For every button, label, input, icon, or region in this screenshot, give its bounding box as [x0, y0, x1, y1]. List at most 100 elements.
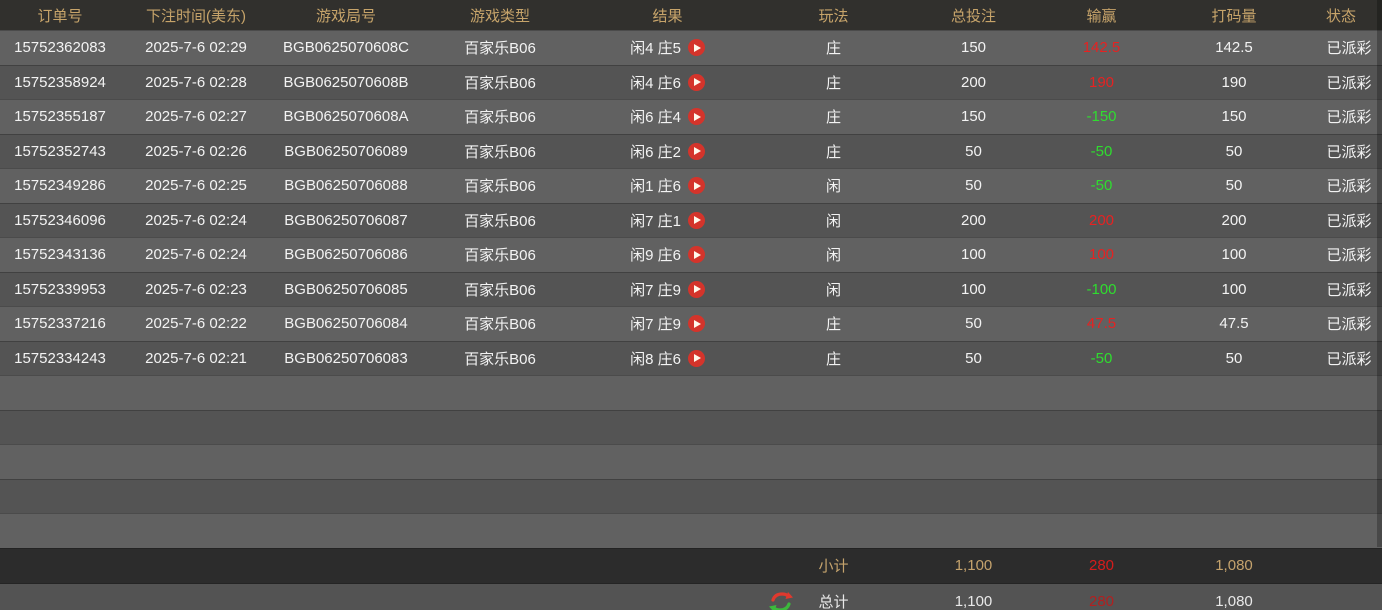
table-row: 15752358924 2025-7-6 02:28 BGB0625070608… — [0, 64, 1382, 99]
cell-order-id: 15752349286 — [14, 177, 106, 195]
result-text: 闲7 庄9 — [630, 281, 681, 299]
column-header-bet-time: 下注时间(美东) — [146, 7, 246, 25]
cell-game-type: 百家乐B06 — [464, 281, 536, 299]
cell-turnover: 150 — [1221, 108, 1247, 126]
cell-play-type: 闲 — [825, 247, 841, 265]
total-total-bet: 1,100 — [954, 593, 993, 610]
cell-bet-time: 2025-7-6 02:28 — [145, 73, 247, 91]
cell-bet-time: 2025-7-6 02:29 — [145, 39, 247, 57]
cell-turnover: 142.5 — [1215, 39, 1253, 57]
cell-order-id: 15752337216 — [14, 315, 106, 333]
refresh-icon[interactable] — [769, 591, 793, 610]
table-row: 15752339953 2025-7-6 02:23 BGB0625070608… — [0, 271, 1382, 306]
column-header-game-type: 游戏类型 — [469, 7, 530, 25]
cell-win-loss: 47.5 — [1086, 315, 1117, 333]
cell-order-id: 15752346096 — [14, 211, 106, 229]
cell-game-type: 百家乐B06 — [464, 316, 536, 334]
cell-turnover: 100 — [1221, 280, 1247, 298]
table-row: 15752334243 2025-7-6 02:21 BGB0625070608… — [0, 340, 1382, 375]
total-label-cell: 总计 — [755, 591, 912, 610]
play-icon[interactable] — [687, 39, 705, 57]
cell-total-bet: 100 — [960, 246, 987, 264]
cell-turnover: 50 — [1225, 177, 1243, 195]
result-text: 闲4 庄6 — [630, 74, 681, 92]
table-row: 15752355187 2025-7-6 02:27 BGB0625070608… — [0, 99, 1382, 134]
cell-status: 已派彩 — [1326, 143, 1372, 161]
table-row: 15752346096 2025-7-6 02:24 BGB0625070608… — [0, 202, 1382, 237]
cell-total-bet: 200 — [960, 211, 987, 229]
cell-status: 已派彩 — [1326, 247, 1372, 265]
cell-status: 已派彩 — [1326, 281, 1372, 299]
cell-play-type: 庄 — [825, 40, 841, 58]
cell-round-id: BGB06250706088 — [284, 177, 408, 195]
cell-result: 闲7 庄1 — [580, 210, 755, 231]
cell-order-id: 15752352743 — [14, 142, 106, 160]
cell-win-loss: 142.5 — [1082, 39, 1121, 57]
cell-turnover: 47.5 — [1219, 315, 1249, 333]
cell-game-type: 百家乐B06 — [464, 74, 536, 92]
cell-play-type: 闲 — [825, 212, 841, 230]
cell-result: 闲7 庄9 — [580, 279, 755, 300]
play-icon[interactable] — [687, 349, 705, 367]
cell-status: 已派彩 — [1326, 178, 1372, 196]
cell-play-type: 庄 — [825, 350, 841, 368]
cell-round-id: BGB06250706085 — [284, 280, 408, 298]
empty-row — [0, 375, 1382, 410]
subtotal-label: 小计 — [818, 558, 849, 575]
column-header-total-bet: 总投注 — [950, 7, 996, 25]
cell-play-type: 闲 — [825, 281, 841, 299]
subtotal-win-loss: 280 — [1088, 557, 1115, 574]
cell-bet-time: 2025-7-6 02:22 — [145, 315, 247, 333]
scrollbar-track[interactable] — [1377, 0, 1382, 547]
cell-order-id: 15752358924 — [14, 73, 106, 91]
cell-bet-time: 2025-7-6 02:24 — [145, 246, 247, 264]
play-icon[interactable] — [687, 73, 705, 91]
cell-bet-time: 2025-7-6 02:27 — [145, 108, 247, 126]
cell-order-id: 15752355187 — [14, 108, 106, 126]
cell-game-type: 百家乐B06 — [464, 143, 536, 161]
subtotal-turnover: 1,080 — [1215, 557, 1253, 574]
cell-result: 闲8 庄6 — [580, 348, 755, 369]
column-header-round-id: 游戏局号 — [315, 7, 376, 25]
cell-status: 已派彩 — [1326, 40, 1372, 58]
play-icon[interactable] — [687, 142, 705, 160]
cell-bet-time: 2025-7-6 02:24 — [145, 211, 247, 229]
cell-turnover: 200 — [1221, 211, 1247, 229]
subtotal-row: 小计 1,100 280 1,080 — [0, 547, 1382, 584]
play-icon[interactable] — [687, 177, 705, 195]
cell-result: 闲9 庄6 — [580, 244, 755, 265]
play-icon[interactable] — [687, 246, 705, 264]
cell-turnover: 50 — [1225, 142, 1243, 160]
cell-bet-time: 2025-7-6 02:25 — [145, 177, 247, 195]
cell-game-type: 百家乐B06 — [464, 109, 536, 127]
play-icon[interactable] — [687, 211, 705, 229]
cell-total-bet: 100 — [960, 280, 987, 298]
cell-total-bet: 150 — [960, 108, 987, 126]
result-text: 闲6 庄4 — [630, 109, 681, 127]
cell-total-bet: 50 — [965, 315, 982, 333]
cell-round-id: BGB0625070608C — [283, 39, 409, 57]
cell-order-id: 15752334243 — [14, 349, 106, 367]
empty-row — [0, 409, 1382, 444]
cell-turnover: 190 — [1221, 73, 1247, 91]
table-row: 15752349286 2025-7-6 02:25 BGB0625070608… — [0, 168, 1382, 203]
result-text: 闲6 庄2 — [630, 143, 681, 161]
play-icon[interactable] — [687, 315, 705, 333]
column-header-order-id: 订单号 — [37, 7, 83, 25]
cell-win-loss: 100 — [1088, 246, 1115, 264]
play-icon[interactable] — [687, 280, 705, 298]
play-icon[interactable] — [687, 108, 705, 126]
empty-row — [0, 513, 1382, 548]
table-row: 15752362083 2025-7-6 02:29 BGB0625070608… — [0, 30, 1382, 65]
cell-result: 闲4 庄5 — [580, 37, 755, 58]
cell-game-type: 百家乐B06 — [464, 178, 536, 196]
result-text: 闲9 庄6 — [630, 247, 681, 265]
cell-play-type: 庄 — [825, 316, 841, 334]
column-header-result: 结果 — [652, 7, 683, 25]
cell-win-loss: -50 — [1090, 349, 1113, 367]
table-row: 15752337216 2025-7-6 02:22 BGB0625070608… — [0, 306, 1382, 341]
cell-total-bet: 50 — [965, 142, 982, 160]
cell-round-id: BGB0625070608A — [283, 108, 409, 126]
cell-round-id: BGB0625070608B — [283, 73, 409, 91]
cell-result: 闲7 庄9 — [580, 313, 755, 334]
